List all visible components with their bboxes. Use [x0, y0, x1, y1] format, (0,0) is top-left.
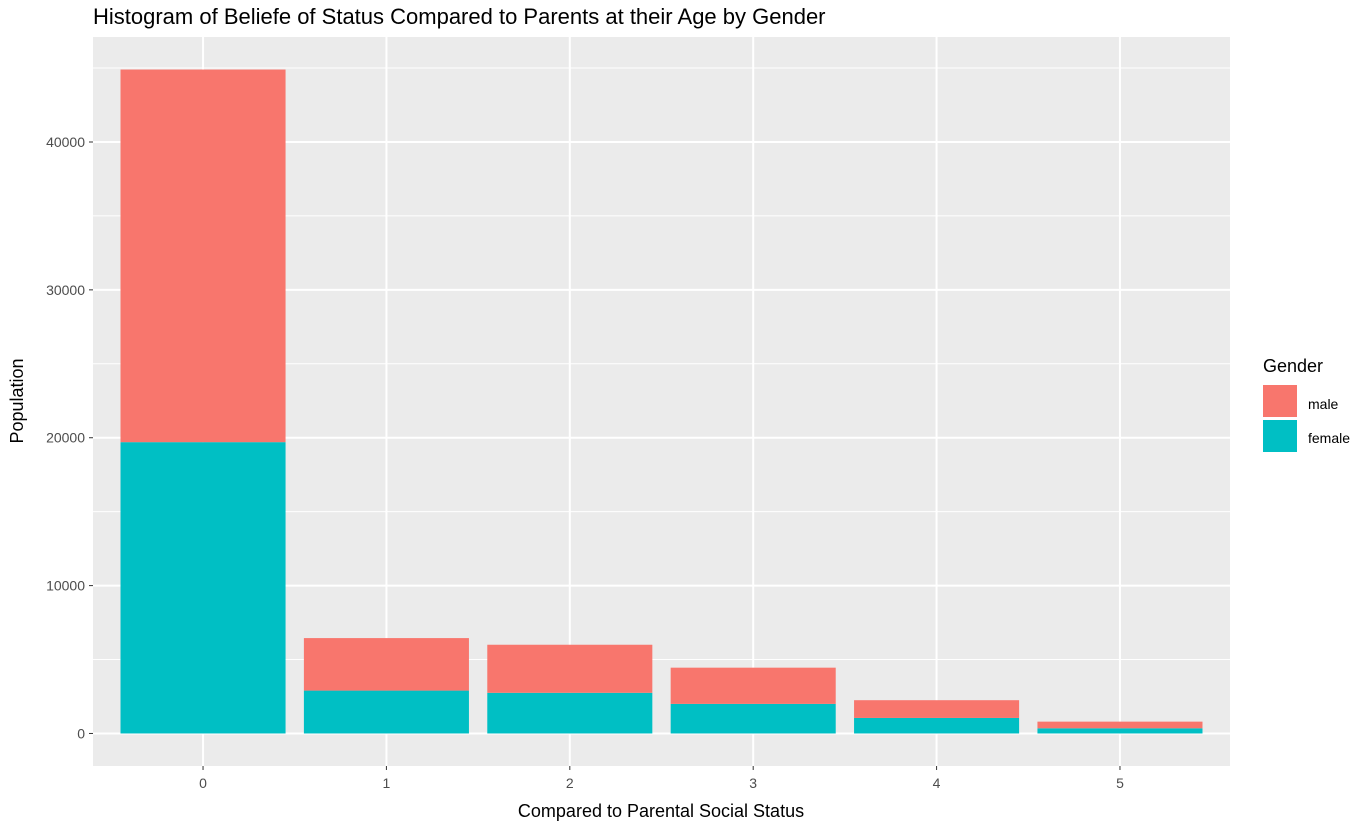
bars: [120, 69, 1203, 734]
bar-male-1: [303, 638, 469, 691]
bar-female-2: [487, 692, 653, 734]
y-tick-label: 40000: [46, 134, 85, 150]
x-tick-label: 2: [566, 775, 574, 791]
y-axis: 0 10000 20000 30000 40000: [46, 134, 93, 741]
x-tick-label: 0: [199, 775, 207, 791]
x-tick-label: 4: [933, 775, 941, 791]
y-tick-label: 10000: [46, 578, 85, 594]
legend-label-male: male: [1308, 396, 1339, 412]
bar-female-3: [670, 703, 836, 734]
bar-female-5: [1037, 728, 1203, 734]
legend-key-male: [1263, 385, 1297, 417]
x-tick-label: 5: [1116, 775, 1124, 791]
legend-title: Gender: [1263, 356, 1323, 376]
y-axis-title: Population: [7, 358, 27, 443]
x-tick-label: 1: [383, 775, 391, 791]
legend-label-female: female: [1308, 430, 1350, 446]
legend-key-female: [1263, 420, 1297, 452]
x-axis: 0 1 2 3 4 5: [199, 766, 1124, 791]
bar-male-3: [670, 667, 836, 704]
y-tick-label: 30000: [46, 282, 85, 298]
y-tick-label: 20000: [46, 430, 85, 446]
bar-male-2: [487, 644, 653, 693]
legend: Gender male female: [1263, 356, 1350, 452]
x-axis-title: Compared to Parental Social Status: [518, 801, 804, 821]
chart-title: Histogram of Beliefe of Status Compared …: [93, 4, 826, 29]
x-tick-label: 3: [749, 775, 757, 791]
bar-male-0: [120, 69, 286, 443]
bar-male-5: [1037, 721, 1203, 729]
bar-female-1: [303, 690, 469, 734]
bar-female-0: [120, 442, 286, 734]
y-tick-label: 0: [77, 725, 85, 741]
bar-male-4: [854, 700, 1020, 718]
bar-female-4: [854, 717, 1020, 734]
